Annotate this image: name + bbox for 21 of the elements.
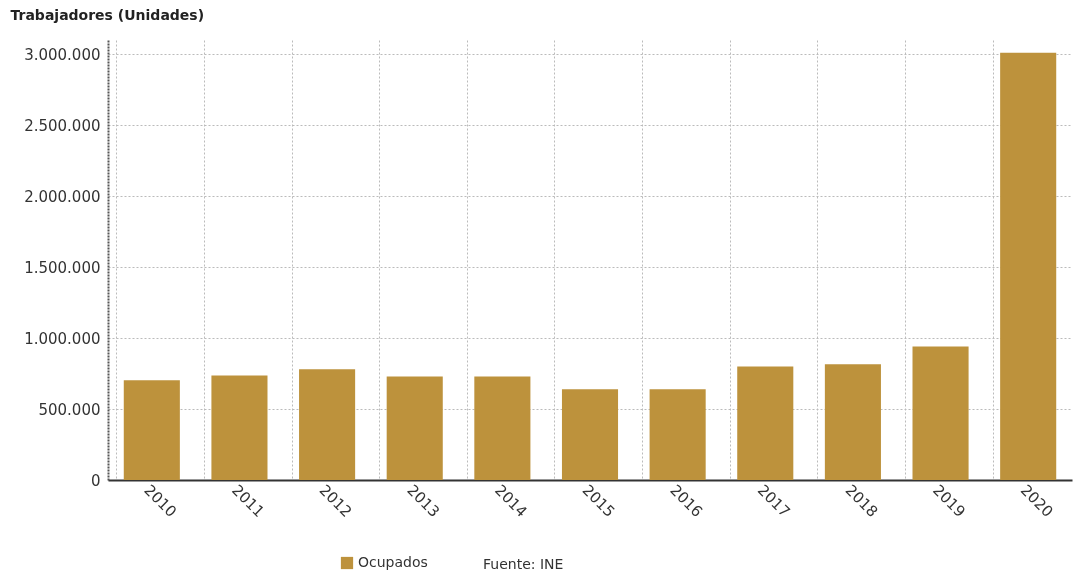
bar: [1000, 52, 1057, 480]
bar: [561, 389, 619, 480]
y-axis-title: Trabajadores (Unidades): [10, 6, 205, 23]
bar: [912, 346, 969, 480]
legend-label: Ocupados: [358, 554, 428, 570]
y-tick-label: 2.500.000: [24, 116, 101, 135]
y-tick-label: 500.000: [38, 400, 101, 419]
source-note: Fuente: INE: [483, 556, 564, 572]
bar: [824, 364, 881, 480]
y-tick-label: 3.000.000: [24, 45, 101, 64]
y-tick-label: 1.000.000: [24, 329, 101, 348]
bar: [649, 389, 706, 480]
bar: [211, 375, 268, 480]
y-tick-label: 1.500.000: [24, 258, 101, 277]
y-tick-label: 0: [90, 471, 101, 490]
y-tick-label: 2.000.000: [24, 187, 101, 206]
bar: [123, 380, 180, 480]
bar: [474, 376, 531, 480]
bar: [299, 369, 356, 480]
bar: [737, 366, 794, 480]
bar: [386, 376, 443, 480]
